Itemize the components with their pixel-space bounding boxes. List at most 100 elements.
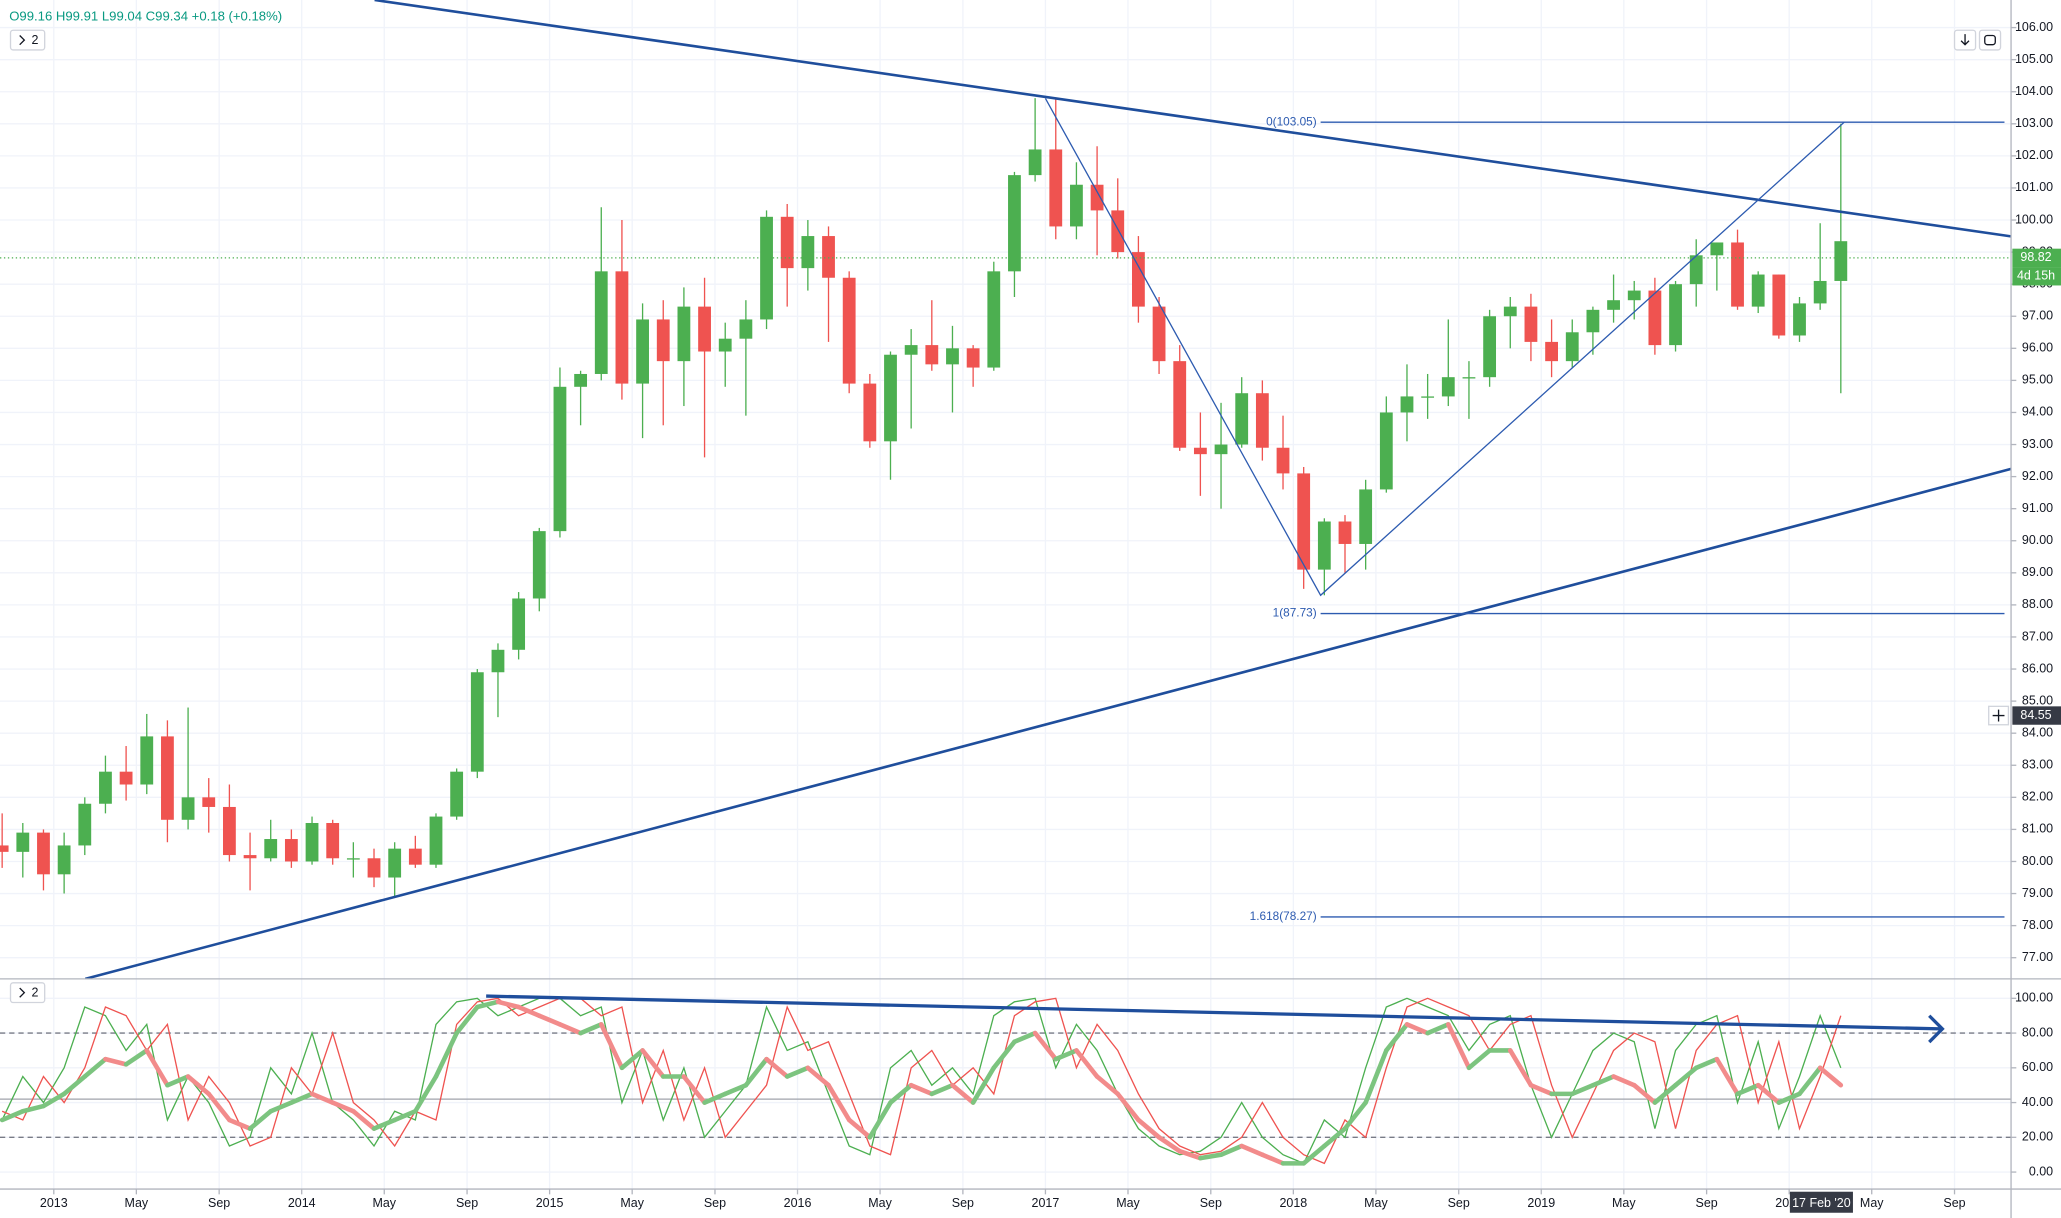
oscillator-segment (185, 1074, 212, 1097)
x-tick-label: Sep (208, 1196, 230, 1210)
oscillator-segment (247, 1108, 274, 1131)
candle-body (1214, 444, 1228, 455)
candle-body (408, 848, 422, 865)
y-tick-label: 106.00 (2015, 20, 2053, 34)
candle-body (1090, 184, 1104, 211)
oscillator-segment (888, 1082, 914, 1105)
fullscreen-icon (1984, 34, 1996, 46)
oscillator-segment (433, 1030, 459, 1079)
oscillator-segment (1776, 1091, 1802, 1105)
y-tick-label: 80.00 (2022, 854, 2053, 868)
y-tick-label: 95.00 (2022, 373, 2053, 387)
button-frame[interactable] (9, 982, 46, 1004)
oscillator-pane (0, 994, 2012, 1166)
oscillator-segment (268, 1100, 294, 1114)
candle-body (367, 858, 381, 878)
candle-body (987, 271, 1001, 368)
oscillator-segment (1177, 1148, 1203, 1161)
candle-body (1586, 309, 1600, 333)
fib-label: 1(87.73) (1273, 606, 1317, 620)
oscillator-segment (805, 1065, 831, 1088)
candle-body (780, 216, 794, 269)
oscillator-segment (413, 1074, 439, 1114)
indicator-collapse-button[interactable]: 2 (9, 982, 46, 1004)
oscillator-segment (0, 1108, 26, 1123)
oscillator-segment (1342, 1100, 1368, 1131)
button-frame[interactable] (1978, 29, 2002, 51)
candle-body (594, 271, 608, 374)
crosshair-box (2012, 706, 2061, 725)
candle-body (698, 306, 711, 352)
candle-body (1359, 489, 1373, 544)
oscillator-segment (722, 1082, 749, 1097)
oscillator-segment (1735, 1082, 1761, 1097)
candle-body (1152, 306, 1166, 362)
candle-body (512, 598, 526, 650)
fullscreen-button[interactable] (1978, 29, 2002, 51)
y-tick-label: 88.00 (2022, 597, 2053, 611)
x-tick-label: 2015 (536, 1196, 564, 1210)
oscillator-segment (1817, 1065, 1844, 1088)
countdown-box (2012, 267, 2061, 286)
candle-body (1524, 306, 1538, 342)
oscillator-segment (82, 1056, 108, 1079)
y-tick-label: 91.00 (2022, 501, 2053, 515)
candle-body (119, 771, 133, 785)
oscillator-segment (289, 1091, 315, 1105)
oscillator-segment (991, 1039, 1017, 1071)
y-tick-label: 79.00 (2022, 886, 2053, 900)
oscillator-segment (1631, 1082, 1658, 1105)
candle-body (1627, 290, 1641, 301)
oscillator-segment (103, 1056, 129, 1067)
candle-body (1565, 332, 1579, 362)
oscillator-segment (1404, 1022, 1430, 1036)
oscillator-segment (144, 1048, 170, 1088)
y-tick-label: 101.00 (2015, 180, 2053, 194)
ohlc-legend: O99.16 H99.91 L99.04 C99.34 +0.18 (+0.18… (9, 9, 282, 24)
candle-body (0, 845, 9, 852)
oscillator-segment (1693, 1056, 1720, 1071)
candle-body (574, 373, 588, 387)
candle-body (1751, 274, 1765, 307)
candle-body (904, 345, 918, 355)
x-tick-label: May (1860, 1196, 1884, 1210)
y-tick-label: 97.00 (2022, 309, 2053, 323)
oscillator-segment (1032, 1030, 1059, 1062)
y-tick-label: 87.00 (2022, 629, 2053, 643)
oscillator-segment (1094, 1074, 1121, 1097)
y-tick-label: 40.00 (2022, 1095, 2053, 1109)
button-frame[interactable] (9, 29, 46, 51)
candle-body (615, 271, 629, 384)
collapse-button[interactable]: 2 (9, 29, 46, 51)
oscillator-segment (1797, 1065, 1823, 1097)
oscillator-segment (454, 1004, 480, 1036)
candle-body (1049, 149, 1063, 227)
last-price-box (2012, 248, 2061, 268)
y-tick-label: 94.00 (2022, 405, 2053, 419)
y-tick-label: 89.00 (2022, 565, 2053, 579)
y-tick-label: 103.00 (2015, 116, 2053, 130)
candle-body (222, 806, 236, 856)
candle-body (1648, 290, 1662, 346)
x-tick-label: Sep (1200, 1196, 1222, 1210)
candle-body (57, 845, 71, 875)
x-tick-label: May (620, 1196, 644, 1210)
oscillator-segment (1425, 1022, 1451, 1036)
candle-body (491, 649, 505, 673)
oscillator-segment (1755, 1082, 1782, 1105)
candle-body (863, 383, 877, 442)
x-tick-label: 2017 (1032, 1196, 1060, 1210)
candle-body (346, 858, 360, 860)
collapse-count: 2 (32, 986, 39, 1000)
oscillator-segment (743, 1056, 769, 1088)
candle-body (966, 348, 980, 368)
download-button[interactable] (1953, 29, 1977, 51)
collapse-count: 2 (32, 33, 39, 47)
countdown-label: 4d 15h (2017, 269, 2055, 283)
candle-body (1111, 210, 1125, 253)
oscillator-segment (908, 1082, 935, 1097)
candle-body (1813, 280, 1827, 304)
candle-body (1503, 306, 1517, 317)
